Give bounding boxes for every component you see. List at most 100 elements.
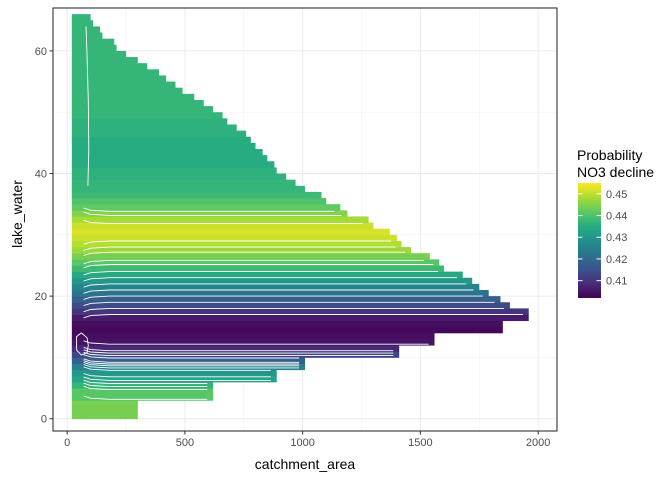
legend-break-label: 0.45	[606, 189, 627, 201]
heatmap-tile	[71, 394, 214, 401]
legend-break-label: 0.42	[606, 254, 627, 266]
contour-line	[83, 264, 434, 269]
contour-line	[83, 240, 391, 245]
contour-line	[83, 395, 208, 400]
contour-line	[83, 259, 424, 265]
x-axis-title: catchment_area	[255, 456, 356, 472]
heatmap-tile	[71, 155, 268, 162]
heatmap-tile	[71, 130, 247, 138]
contour-line	[83, 271, 439, 276]
x-tick-label: 1500	[408, 437, 432, 449]
heatmap-tile	[71, 44, 117, 52]
heatmap-tile	[71, 118, 228, 125]
contour-line	[83, 289, 474, 294]
y-tick-label: 0	[41, 414, 47, 426]
heatmap-tile	[71, 283, 480, 291]
contour-line	[83, 246, 396, 251]
heatmap-tile	[71, 339, 435, 346]
heatmap-tile	[71, 228, 390, 236]
contour-line	[83, 354, 300, 359]
contour-line	[83, 219, 363, 225]
heatmap-tile	[71, 20, 94, 27]
heatmap-tile	[71, 167, 277, 174]
contour-line	[83, 361, 300, 367]
heatmap-tile	[71, 198, 327, 205]
legend-title-line2: NO3 decline	[577, 164, 654, 180]
heatmap-tile	[71, 388, 214, 395]
legend-title-line1: Probability	[577, 147, 642, 163]
heatmap-tile	[71, 204, 341, 211]
heatmap-tile	[71, 363, 305, 371]
heatmap-tile	[71, 57, 138, 64]
heatmap-tile	[71, 259, 440, 266]
contour-line	[83, 376, 271, 381]
heatmap-tile	[71, 253, 430, 260]
contour-line	[83, 295, 483, 300]
x-tick-label: 0	[64, 437, 70, 449]
heatmap-tile	[71, 179, 296, 187]
contour-line	[83, 358, 300, 363]
x-axis: 0 500 1000 1500 2000	[64, 431, 550, 449]
heatmap-tile	[71, 412, 138, 420]
heatmap-tile	[71, 38, 115, 46]
contour-line	[83, 346, 394, 352]
contour-ring	[76, 332, 89, 356]
y-tick-label: 60	[35, 46, 47, 58]
heatmap-tile	[71, 136, 251, 144]
heatmap-tile	[71, 112, 223, 119]
heatmap-tile	[71, 277, 473, 285]
heatmap-tile	[71, 314, 529, 322]
heatmap-tile	[71, 406, 138, 414]
y-tick-label: 40	[35, 169, 47, 181]
heatmap-tile	[71, 369, 277, 377]
contour-line	[83, 301, 495, 307]
legend-colorbar	[578, 183, 601, 298]
heatmap-tile	[71, 69, 159, 76]
heatmap-tile	[71, 63, 148, 70]
contour-line	[83, 385, 208, 391]
panel-border	[52, 7, 558, 432]
contour-line	[83, 379, 208, 384]
contour-line	[83, 211, 342, 216]
heatmap-tile	[71, 50, 127, 58]
heatmap-tile	[71, 375, 277, 383]
heatmap-tile	[71, 210, 348, 217]
heatmap-tile	[71, 142, 256, 150]
heatmap-tile	[71, 247, 411, 254]
heatmap-tiles	[71, 14, 529, 420]
heatmap-tile	[71, 99, 204, 107]
heatmap-tile	[71, 75, 167, 82]
heatmap-tile	[71, 234, 397, 242]
y-tick-label: 20	[35, 291, 47, 303]
heatmap-tile	[71, 240, 402, 248]
heatmap-tile	[71, 32, 103, 40]
heatmap-tile	[71, 185, 305, 193]
heatmap-tile	[71, 400, 138, 407]
contour-line	[83, 351, 394, 357]
heatmap-tile	[71, 320, 503, 328]
heatmap-tile	[71, 326, 503, 334]
contour-line	[83, 251, 406, 256]
heatmap-tile	[71, 161, 275, 168]
contour-line	[83, 277, 457, 282]
heatmap-tile	[71, 265, 444, 273]
heatmap-tile	[71, 14, 91, 21]
contour-line	[85, 26, 90, 186]
heatmap-tile	[71, 381, 214, 389]
heatmap-tile	[71, 87, 183, 95]
contour-line	[83, 366, 271, 371]
heatmap-tile	[71, 106, 214, 113]
heatmap-tile	[71, 149, 263, 156]
heatmap-tile	[71, 302, 510, 309]
x-tick-label: 500	[176, 437, 194, 449]
legend-break-label: 0.41	[606, 276, 627, 288]
heatmap-tile	[71, 93, 195, 101]
heatmap-tile	[71, 173, 287, 181]
heatmap-tile	[71, 191, 322, 199]
heatmap-tile	[71, 124, 237, 132]
heatmap-tile	[71, 351, 400, 358]
heatmap-tile	[71, 332, 435, 340]
contour-lines	[76, 26, 523, 400]
x-tick-label: 2000	[526, 437, 550, 449]
